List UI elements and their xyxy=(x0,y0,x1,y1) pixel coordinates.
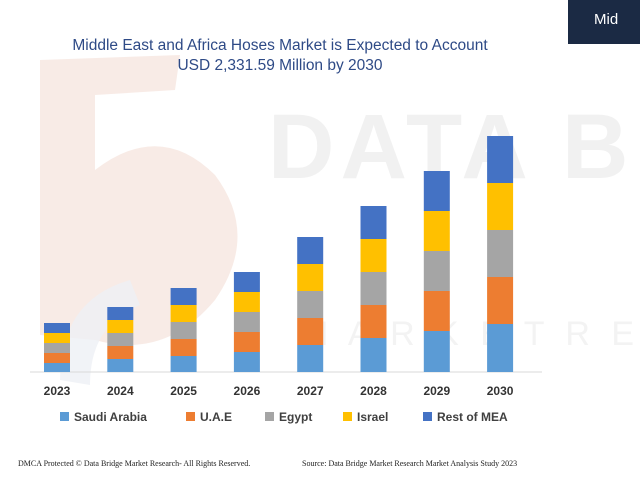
bar-segment-2026-4 xyxy=(233,292,260,312)
legend-label: U.A.E xyxy=(200,410,232,424)
bar-segment-2026-3 xyxy=(233,312,260,332)
legend-swatch xyxy=(343,412,352,421)
x-tick-label: 2028 xyxy=(360,384,387,398)
bar-segment-2028-3 xyxy=(360,272,387,305)
legend-label: Rest of MEA xyxy=(437,410,508,424)
bar-segment-2024-5 xyxy=(107,307,134,320)
bar-segment-2024-2 xyxy=(107,346,134,359)
bar-segment-2028-4 xyxy=(360,239,387,272)
legend-swatch xyxy=(423,412,432,421)
bar-segment-2026-1 xyxy=(233,352,260,372)
x-tick-label: 2027 xyxy=(297,384,324,398)
x-tick-label: 2030 xyxy=(487,384,514,398)
bar-segment-2026-2 xyxy=(233,332,260,352)
bar-segment-2027-3 xyxy=(297,291,324,318)
footer-copyright: DMCA Protected © Data Bridge Market Rese… xyxy=(18,459,251,468)
bar-segment-2024-3 xyxy=(107,333,134,346)
bar-segment-2025-3 xyxy=(170,322,197,339)
bar-segment-2027-1 xyxy=(297,345,324,372)
bar-segment-2025-2 xyxy=(170,339,197,356)
corner-banner-text: Mid xyxy=(594,11,619,28)
x-tick-label: 2029 xyxy=(423,384,450,398)
bar-segment-2029-5 xyxy=(423,171,450,211)
chart-title-line-1: Middle East and Africa Hoses Market is E… xyxy=(72,37,488,54)
bar-segment-2029-4 xyxy=(423,211,450,251)
bar-segment-2027-2 xyxy=(297,318,324,345)
bar-segment-2030-1 xyxy=(487,324,514,372)
bar-segment-2026-5 xyxy=(233,272,260,292)
bar-segment-2024-1 xyxy=(107,359,134,372)
bar-segment-2029-1 xyxy=(423,331,450,372)
bar-segment-2023-4 xyxy=(44,333,70,343)
bar-segment-2024-4 xyxy=(107,320,134,333)
chart-title: Middle East and Africa Hoses Market is E… xyxy=(20,36,540,76)
bar-segment-2030-4 xyxy=(487,183,514,230)
legend-swatch xyxy=(60,412,69,421)
bar-segment-2029-3 xyxy=(423,251,450,291)
legend-label: Egypt xyxy=(279,410,312,424)
bar-segment-2025-5 xyxy=(170,288,197,305)
bar-segment-2030-5 xyxy=(487,136,514,183)
legend-label: Saudi Arabia xyxy=(74,410,147,424)
bar-segment-2025-4 xyxy=(170,305,197,322)
bar-segment-2027-5 xyxy=(297,237,324,264)
x-tick-label: 2026 xyxy=(234,384,261,398)
bar-segment-2023-3 xyxy=(44,343,70,353)
x-tick-label: 2024 xyxy=(107,384,134,398)
legend-swatch xyxy=(186,412,195,421)
legend-swatch xyxy=(265,412,274,421)
bar-segment-2025-1 xyxy=(170,356,197,372)
x-tick-label: 2023 xyxy=(44,384,71,398)
bar-segment-2030-2 xyxy=(487,277,514,324)
bar-segment-2023-1 xyxy=(44,363,70,372)
legend-label: Israel xyxy=(357,410,388,424)
bar-segment-2028-1 xyxy=(360,338,387,372)
bar-segment-2023-5 xyxy=(44,323,70,333)
chart-title-line-2: USD 2,331.59 Million by 2030 xyxy=(177,57,383,74)
corner-banner: Mid xyxy=(568,0,640,44)
bar-segment-2028-5 xyxy=(360,206,387,239)
footer-source: Source: Data Bridge Market Research Mark… xyxy=(302,459,518,468)
bar-segment-2030-3 xyxy=(487,230,514,277)
bar-segment-2028-2 xyxy=(360,305,387,338)
x-tick-label: 2025 xyxy=(170,384,197,398)
bar-segment-2027-4 xyxy=(297,264,324,291)
bar-segment-2029-2 xyxy=(423,291,450,331)
bar-segment-2023-2 xyxy=(44,353,70,363)
